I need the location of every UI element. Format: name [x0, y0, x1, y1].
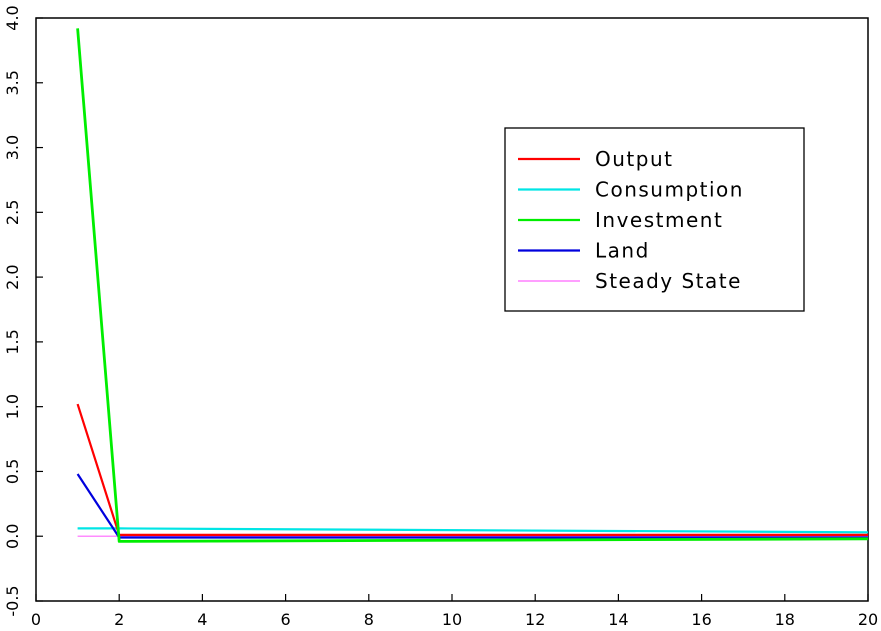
y-tick-label: -0.5 [3, 585, 22, 616]
series-line-investment [76, 28, 869, 543]
x-tick-label: 20 [858, 610, 878, 629]
x-axis: 0 2 4 6 8 10 12 14 16 18 20 [31, 594, 878, 629]
y-tick-label: 1.5 [3, 329, 22, 354]
legend-label: Investment [595, 208, 723, 232]
y-tick-label: 1.0 [3, 394, 22, 419]
series-layer [76, 28, 869, 543]
x-tick-label: 8 [364, 610, 374, 629]
x-tick-label: 14 [608, 610, 628, 629]
legend-label: Output [595, 147, 673, 171]
series-line-output [76, 403, 868, 537]
y-tick-label: 3.0 [3, 135, 22, 160]
x-tick-label: 12 [525, 610, 545, 629]
y-tick-label: 0.0 [3, 523, 22, 548]
y-tick-label: 0.5 [3, 459, 22, 484]
x-tick-label: 10 [442, 610, 462, 629]
x-tick-label: 18 [775, 610, 795, 629]
x-tick-label: 16 [691, 610, 711, 629]
legend-label: Consumption [595, 178, 744, 202]
legend: Output Consumption Investment Land Steady St… [504, 127, 805, 312]
y-tick-label: 4.0 [3, 5, 22, 30]
x-tick-label: 0 [31, 610, 41, 629]
x-tick-label: 2 [114, 610, 124, 629]
y-tick-label: 2.0 [3, 264, 22, 289]
x-tick-label: 4 [197, 610, 207, 629]
series-line-consumption [77, 527, 869, 534]
y-tick-label: 3.5 [3, 70, 22, 95]
legend-label: Land [595, 239, 650, 263]
legend-label: Steady State [595, 269, 742, 293]
y-tick-label: 2.5 [3, 200, 22, 225]
y-axis: -0.5 0.0 0.5 1.0 1.5 2.0 2.5 3.0 3.5 4.0 [3, 5, 43, 617]
x-tick-label: 6 [281, 610, 291, 629]
